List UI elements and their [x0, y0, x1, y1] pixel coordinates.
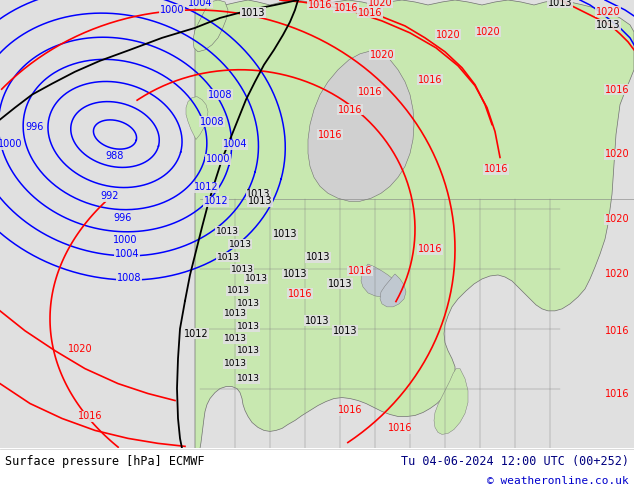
Text: 1008: 1008 [208, 90, 232, 99]
Text: 1000: 1000 [160, 5, 184, 15]
Text: 1004: 1004 [223, 140, 247, 149]
Text: 1013: 1013 [328, 279, 353, 289]
Text: 1016: 1016 [605, 326, 630, 336]
Text: 1013: 1013 [306, 252, 330, 262]
Text: 1012: 1012 [194, 182, 218, 192]
Polygon shape [195, 0, 634, 448]
Text: 1016: 1016 [358, 8, 382, 18]
Text: 1016: 1016 [388, 423, 412, 434]
Text: 1020: 1020 [68, 343, 93, 354]
Text: 1013: 1013 [283, 269, 307, 279]
Text: 1012: 1012 [204, 196, 228, 206]
Text: 1004: 1004 [188, 0, 212, 8]
Text: 1016: 1016 [418, 74, 443, 85]
Text: 1000: 1000 [113, 235, 137, 245]
Text: 1020: 1020 [370, 50, 394, 60]
Text: 1013: 1013 [231, 265, 254, 273]
Polygon shape [434, 368, 468, 435]
Text: 1013: 1013 [236, 299, 259, 308]
Text: 1020: 1020 [368, 0, 392, 8]
Text: 1016: 1016 [358, 87, 382, 97]
Polygon shape [380, 274, 406, 307]
Text: 1013: 1013 [305, 316, 329, 326]
Text: 1016: 1016 [338, 406, 362, 416]
Text: 1013: 1013 [226, 287, 250, 295]
Text: 1013: 1013 [273, 229, 297, 239]
Text: 996: 996 [26, 122, 44, 131]
Text: 1013: 1013 [216, 252, 240, 262]
Text: 1013: 1013 [333, 326, 357, 336]
Text: 1004: 1004 [115, 249, 139, 259]
Text: 1016: 1016 [318, 129, 342, 140]
Text: 1020: 1020 [605, 269, 630, 279]
Text: 1016: 1016 [307, 0, 332, 10]
Text: 1020: 1020 [605, 214, 630, 224]
Text: 1016: 1016 [418, 244, 443, 254]
Text: 996: 996 [114, 213, 132, 223]
Text: © weatheronline.co.uk: © weatheronline.co.uk [488, 475, 629, 486]
Text: 1020: 1020 [476, 27, 500, 37]
Text: 1020: 1020 [436, 30, 460, 40]
Text: 1013: 1013 [246, 189, 271, 199]
Polygon shape [186, 97, 208, 140]
Text: 1013: 1013 [241, 8, 265, 18]
Polygon shape [193, 0, 228, 52]
Text: 1013: 1013 [216, 227, 238, 236]
Polygon shape [361, 264, 396, 297]
Text: 1013: 1013 [236, 346, 259, 355]
Text: 1012: 1012 [184, 329, 209, 339]
Text: Tu 04-06-2024 12:00 UTC (00+252): Tu 04-06-2024 12:00 UTC (00+252) [401, 455, 629, 468]
Text: 1008: 1008 [117, 273, 141, 283]
Text: 1016: 1016 [78, 412, 102, 421]
Text: 1008: 1008 [200, 117, 224, 126]
Text: 1016: 1016 [288, 289, 313, 299]
Text: Surface pressure [hPa] ECMWF: Surface pressure [hPa] ECMWF [5, 455, 205, 468]
Text: 1013: 1013 [241, 8, 265, 18]
Text: 1016: 1016 [605, 389, 630, 398]
Text: 1016: 1016 [333, 3, 358, 13]
Text: 1013: 1013 [224, 359, 247, 368]
Text: 1013: 1013 [236, 322, 259, 331]
Text: 1016: 1016 [338, 104, 362, 115]
Text: 1000: 1000 [206, 154, 230, 165]
Text: 1020: 1020 [596, 7, 620, 17]
Text: 1013: 1013 [236, 374, 259, 383]
Text: 1013: 1013 [248, 196, 272, 206]
Text: 1013: 1013 [224, 309, 247, 318]
Text: 1013: 1013 [224, 334, 247, 343]
Text: 1016: 1016 [484, 164, 508, 174]
Text: 1020: 1020 [605, 149, 630, 159]
Text: 988: 988 [106, 151, 124, 161]
Text: 1013: 1013 [228, 240, 252, 248]
Text: 1013: 1013 [596, 20, 620, 30]
Polygon shape [308, 51, 414, 201]
Text: 1016: 1016 [348, 266, 372, 276]
Text: 1016: 1016 [605, 85, 630, 95]
Text: 1013: 1013 [245, 274, 268, 284]
Text: 992: 992 [101, 191, 119, 201]
Text: 1013: 1013 [548, 0, 573, 8]
Text: 1000: 1000 [0, 140, 22, 149]
